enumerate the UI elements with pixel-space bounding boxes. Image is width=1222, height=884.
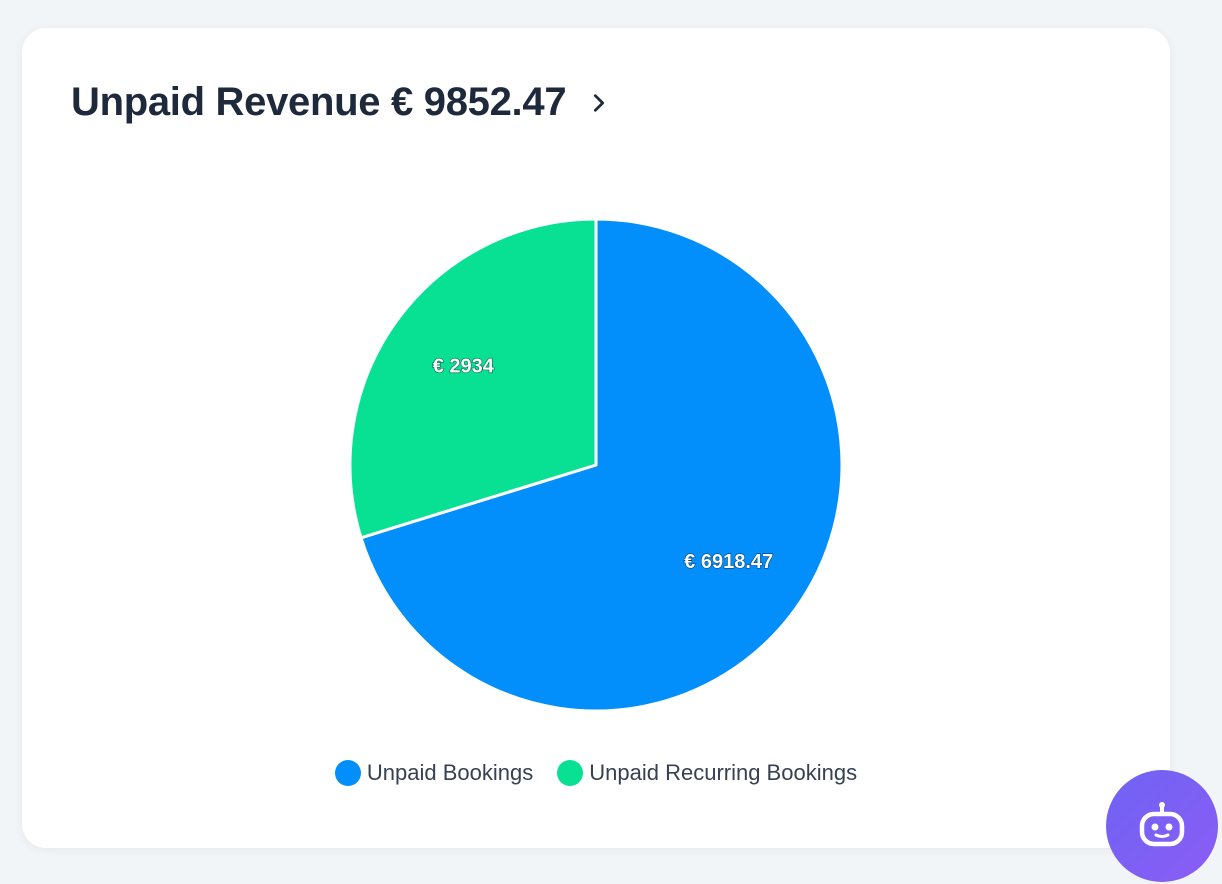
legend-item-unpaid-bookings[interactable]: Unpaid Bookings — [334, 760, 534, 786]
assistant-button[interactable] — [1106, 770, 1218, 882]
pie-label-unpaid-bookings: € 6918.47 — [684, 551, 773, 573]
pie-chart: € 6918.47 € 2934 — [348, 217, 844, 713]
legend-dot-unpaid-bookings — [334, 760, 361, 786]
pie-label-unpaid-recurring-bookings: € 2934 — [433, 355, 495, 377]
pie-slice-unpaid-bookings[interactable] — [359, 217, 844, 713]
legend-dot-unpaid-recurring-bookings — [557, 760, 584, 786]
chevron-right-icon[interactable] — [588, 92, 610, 114]
legend-label-unpaid-bookings: Unpaid Bookings — [366, 760, 534, 785]
card-header-link[interactable]: Unpaid Revenue € 9852.47 — [71, 80, 610, 125]
legend-label-unpaid-recurring-bookings: Unpaid Recurring Bookings — [589, 760, 858, 785]
card-title: Unpaid Revenue € 9852.47 — [71, 80, 567, 124]
robot-icon — [1139, 802, 1185, 847]
chart-legend: Unpaid Bookings Unpaid Recurring Booking… — [22, 760, 1170, 786]
pie-slice-unpaid-recurring-bookings[interactable] — [348, 217, 598, 540]
unpaid-revenue-card: Unpaid Revenue € 9852.47 € 6918.47 € 2934… — [22, 28, 1170, 848]
legend-item-unpaid-recurring-bookings[interactable]: Unpaid Recurring Bookings — [557, 760, 857, 786]
